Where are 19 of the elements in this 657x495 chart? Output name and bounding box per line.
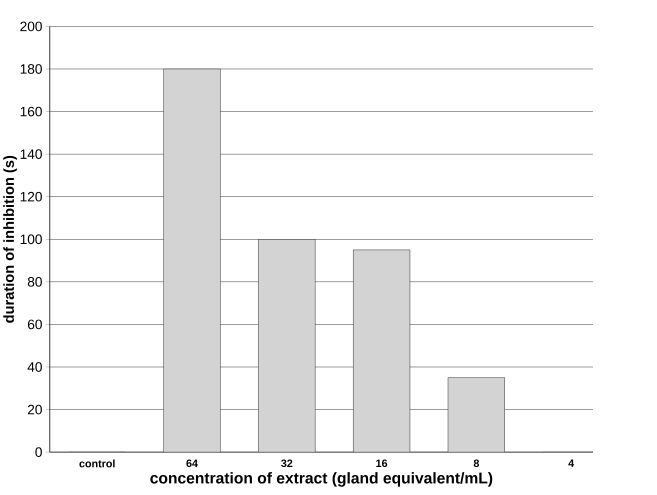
y-tick-label: 60 — [28, 319, 42, 330]
y-tick-label: 100 — [20, 234, 42, 244]
y-tick-label: 40 — [28, 362, 42, 372]
y-tick-label: 180 — [20, 64, 42, 74]
y-tick-label: 140 — [20, 149, 42, 159]
y-tick-label: 120 — [20, 192, 42, 202]
y-tick-label: 200 — [20, 21, 42, 32]
x-tick-label: 32 — [281, 459, 292, 468]
y-tick-label: 20 — [28, 404, 42, 414]
x-tick-label: 4 — [568, 459, 574, 467]
x-tick-label: 64 — [186, 459, 198, 468]
y-tick-label: 0 — [35, 447, 42, 457]
y-tick-label: 80 — [28, 276, 42, 287]
y-axis-title: duration of inhibition (s) — [3, 156, 17, 323]
y-tick-label: 160 — [20, 106, 42, 116]
x-tick-label: 8 — [474, 459, 480, 468]
x-axis-title: concentration of extract (gland equivalent/mL) — [150, 472, 492, 487]
x-tick-label: control — [79, 459, 115, 468]
x-tick-label: 16 — [376, 459, 388, 468]
